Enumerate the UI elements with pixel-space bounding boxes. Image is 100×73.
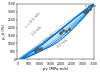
Text: v max: v max (85, 4, 96, 8)
Y-axis label: μ_d (%): μ_d (%) (2, 24, 6, 39)
X-axis label: pv (MPa·m/s): pv (MPa·m/s) (43, 67, 68, 71)
Text: 1.0 m/s: 1.0 m/s (30, 25, 42, 36)
Text: 2.0 m/s: 2.0 m/s (44, 33, 56, 44)
Text: v = 0.5 m/s: v = 0.5 m/s (24, 11, 41, 28)
Text: 3.0 m/s: 3.0 m/s (56, 38, 68, 49)
